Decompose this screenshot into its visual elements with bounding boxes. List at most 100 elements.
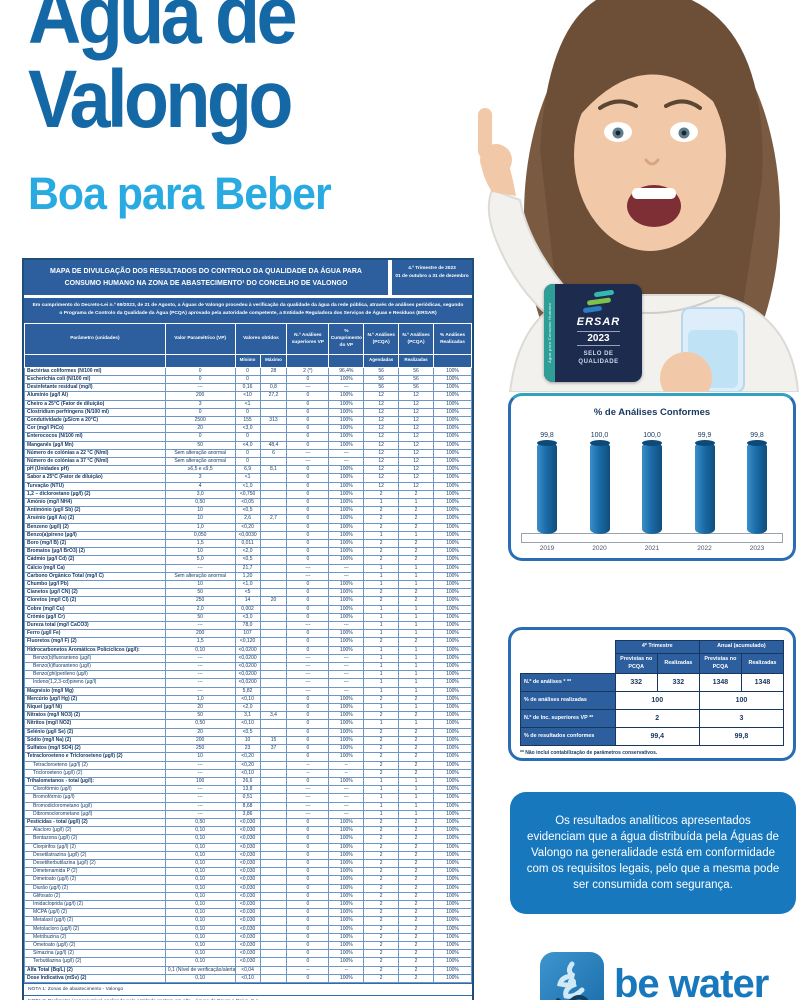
parameter-value-cell: 250 bbox=[164, 596, 236, 606]
parameter-value-cell: 100% bbox=[328, 432, 365, 442]
parameter-value-cell: 1 bbox=[398, 497, 434, 508]
parameter-value-cell: 23 bbox=[234, 744, 261, 754]
parameter-value-cell: <0,030 bbox=[234, 949, 261, 959]
parameter-value-cell: 0 bbox=[286, 924, 330, 934]
parameter-value-cell: 100% bbox=[432, 555, 473, 565]
parameter-value-cell: 20 bbox=[164, 424, 236, 434]
parameter-value-cell: <0,20 bbox=[234, 752, 261, 762]
parameter-value-cell: 10 bbox=[234, 735, 261, 746]
parameter-value-cell: --- bbox=[164, 670, 236, 680]
parameter-value-cell: 100% bbox=[432, 662, 473, 672]
report-title: MAPA DE DIVULGAÇÃO DOS RESULTADOS DO CON… bbox=[24, 260, 388, 296]
summary-pct-conform-annual: 99,8 bbox=[698, 727, 785, 747]
parameter-name-cell: Benzeno (µg/l) (2) bbox=[24, 522, 166, 532]
parameter-value-cell: 0 bbox=[286, 834, 330, 844]
table-row: Cheiro a 25°C (Fator de diluição) 3 <1 0 100… bbox=[24, 399, 473, 409]
parameter-value-cell: 0 bbox=[286, 407, 330, 417]
parameter-value-cell: 2 bbox=[363, 850, 400, 860]
parameter-value-cell: 100% bbox=[328, 899, 365, 910]
parameter-value-cell: 1 bbox=[363, 785, 400, 795]
parameter-value-cell: 3,0 bbox=[164, 489, 236, 500]
parameter-value-cell: 1 bbox=[398, 809, 434, 819]
parameter-value-cell: 2 bbox=[398, 694, 434, 705]
parameter-value-cell: <0,030 bbox=[234, 834, 261, 844]
parameter-value-cell: 100% bbox=[328, 440, 365, 450]
parameter-value-cell: 100% bbox=[432, 834, 473, 844]
parameter-value-cell: 1 bbox=[398, 653, 434, 664]
table-row: Indeno(1,2,3-cd)pireno (µg/l) --- <0,0200-… bbox=[24, 678, 473, 688]
parameter-value-cell: 2 bbox=[398, 908, 434, 918]
table-row: Amónio (mg/l NH4) 0,50 <0,05 0 100% 1 1 100% bbox=[24, 497, 473, 508]
col-param: Parâmetro (unidades) bbox=[24, 322, 166, 355]
parameter-value-cell: 2 bbox=[363, 539, 400, 549]
parameter-value-cell: 1 bbox=[363, 580, 400, 590]
parameter-value-cell: 2 bbox=[398, 834, 434, 844]
parameter-value-cell: 2 bbox=[363, 875, 400, 885]
parameter-value-cell: 0 bbox=[286, 932, 330, 942]
parameter-value-cell: 250 bbox=[164, 744, 236, 754]
parameter-value-cell: 100% bbox=[432, 883, 473, 893]
parameter-value-cell: 0 bbox=[286, 596, 330, 606]
parameter-value-cell: 1 bbox=[398, 604, 434, 614]
parameter-value-cell: --- bbox=[164, 653, 236, 664]
parameter-value-cell: 12 bbox=[363, 415, 400, 426]
parameter-value-cell: 100% bbox=[328, 612, 365, 623]
parameter-name-cell: Ferro (µg/l Fe) bbox=[24, 629, 166, 639]
parameter-value-cell: 10 bbox=[164, 580, 236, 590]
col-pct-performed: % Análises Realizadas bbox=[432, 322, 473, 355]
parameter-value-cell: 2 bbox=[363, 965, 400, 975]
parameter-value-cell: 1 bbox=[398, 686, 434, 696]
parameter-value-cell: 100% bbox=[432, 719, 473, 729]
conformity-chart-panel: % de Análises Conformes 99,8 2019 100,0 202… bbox=[508, 393, 796, 561]
parameter-value-cell: 100% bbox=[328, 883, 365, 893]
parameter-value-cell: --- bbox=[164, 383, 236, 393]
parameter-value-cell: 100% bbox=[432, 383, 473, 393]
parameter-value-cell: 8,68 bbox=[234, 801, 261, 811]
parameter-value-cell: 2 bbox=[398, 899, 434, 910]
parameter-value-cell: 3,86 bbox=[234, 809, 261, 819]
parameter-value-cell: <0,0200 bbox=[234, 645, 261, 655]
parameter-value-cell: <0,030 bbox=[234, 908, 261, 918]
bar-value-label: 99,8 bbox=[750, 432, 764, 439]
parameter-value-cell: 100% bbox=[432, 629, 473, 639]
parameter-value-cell: 100% bbox=[432, 858, 473, 869]
parameter-value-cell: 2 bbox=[398, 637, 434, 647]
parameter-value-cell: 1 bbox=[398, 793, 434, 803]
parameter-value-cell bbox=[259, 580, 288, 590]
parameter-value-cell: 0,50 bbox=[164, 817, 236, 828]
parameter-value-cell: 0 bbox=[234, 456, 261, 467]
parameter-value-cell: 2 bbox=[398, 735, 434, 746]
parameter-value-cell: 100% bbox=[328, 481, 365, 491]
parameter-value-cell: 100% bbox=[432, 497, 473, 508]
parameter-value-cell: <1,0 bbox=[234, 481, 261, 491]
parameter-value-cell: 1 bbox=[398, 629, 434, 639]
parameter-value-cell: 1 bbox=[363, 719, 400, 729]
parameter-value-cell: 0,10 bbox=[164, 916, 236, 926]
parameter-value-cell: 12 bbox=[363, 448, 400, 458]
parameter-value-cell: 0 bbox=[286, 694, 330, 705]
parameter-name-cell: Dimetenamida P (2) bbox=[24, 867, 166, 877]
table-row: Condutividade (µS/cm a 20°C) 2500 155 313 0 1… bbox=[24, 415, 473, 426]
parameter-value-cell: 2 bbox=[398, 768, 434, 778]
parameter-value-cell: 100% bbox=[328, 399, 365, 409]
summary-row-pct-done-label: % de análises realizadas bbox=[520, 691, 616, 711]
table-row: Benzeno (µg/l) (2) 1,0 <0,20 0 100% 2 2 100% bbox=[24, 522, 473, 532]
parameter-value-cell: 100% bbox=[432, 891, 473, 901]
col-obtained: Valores obtidos bbox=[234, 322, 288, 355]
parameter-value-cell: 12 bbox=[398, 415, 434, 426]
table-row: Mercúrio (µg/l Hg) (2) 1,0 <0,10 0 100% 2 2 100… bbox=[24, 694, 473, 705]
parameter-value-cell: 12 bbox=[363, 473, 400, 483]
table-row: Dimetenamida P (2) 0,10 <0,030 0 100% 2 2 100% bbox=[24, 867, 473, 877]
parameter-value-cell: 1 bbox=[363, 801, 400, 811]
table-row: pH (Unidades pH) ≥6,5 e ≤9,5 6,9 8,1 0 100% 12… bbox=[24, 465, 473, 475]
parameter-value-cell: 56 bbox=[363, 366, 400, 376]
parameter-value-cell: 2 bbox=[363, 891, 400, 901]
parameter-value-cell: 100% bbox=[328, 776, 365, 787]
parameter-value-cell: 100% bbox=[328, 973, 365, 983]
parameter-value-cell: 0,10 bbox=[164, 949, 236, 959]
parameter-value-cell: 12 bbox=[363, 465, 400, 475]
parameter-name-cell: Alumínio (µg/l Al) bbox=[24, 391, 166, 401]
parameter-value-cell: <0,030 bbox=[234, 826, 261, 836]
parameter-value-cell bbox=[259, 670, 288, 680]
parameter-value-cell: 50 bbox=[164, 612, 236, 623]
